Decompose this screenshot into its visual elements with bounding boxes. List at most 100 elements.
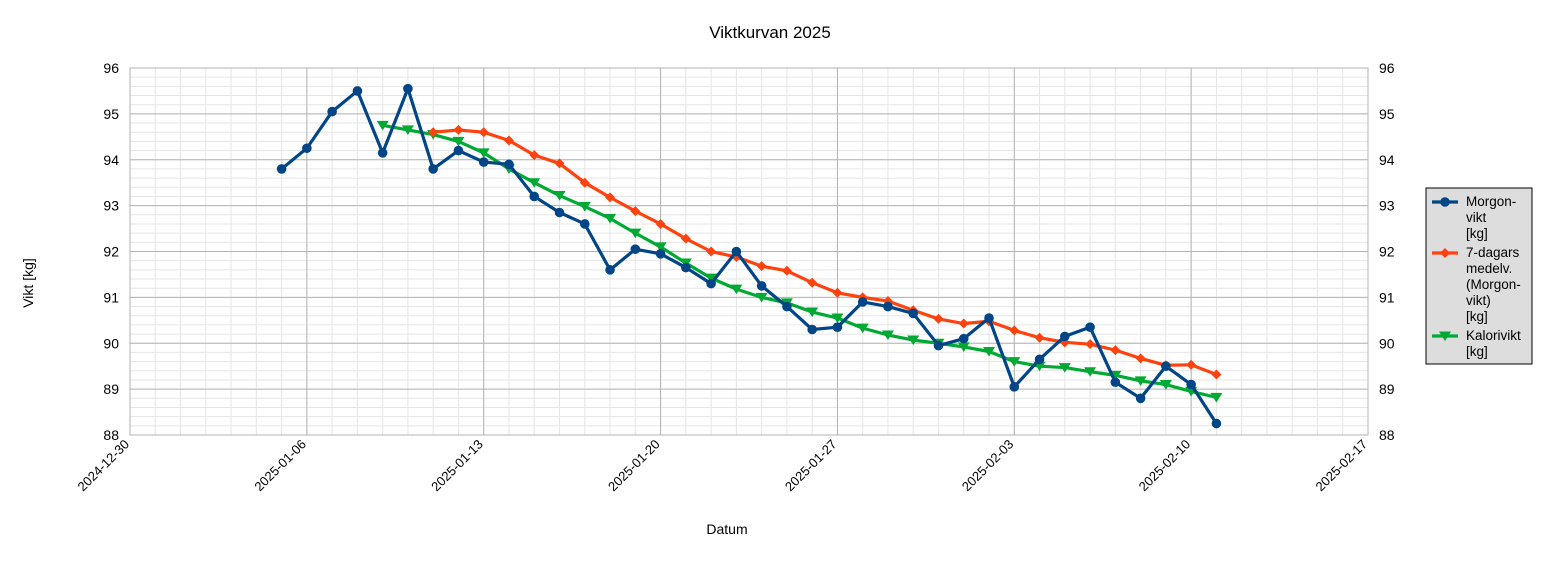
y-tick-label-right: 91	[1379, 289, 1395, 305]
data-point	[705, 273, 718, 284]
data-point	[1210, 392, 1223, 403]
series-1	[276, 83, 1222, 429]
y-tick-label-right: 89	[1379, 381, 1395, 397]
data-point	[681, 262, 691, 273]
data-point	[907, 335, 920, 346]
data-point	[1034, 332, 1045, 343]
y-tick-label-right: 88	[1379, 427, 1395, 443]
data-point	[401, 125, 414, 136]
y-tick-label-left: 92	[103, 244, 119, 260]
data-point	[983, 347, 996, 357]
y-tick-label-left: 95	[103, 106, 119, 122]
data-point	[276, 164, 287, 174]
data-point	[1058, 363, 1071, 373]
data-point	[731, 246, 742, 257]
data-point	[428, 127, 439, 138]
data-point	[856, 323, 869, 334]
data-point	[579, 219, 590, 229]
data-point	[958, 318, 969, 329]
data-point	[1186, 359, 1197, 370]
data-point	[578, 202, 591, 212]
data-point	[630, 244, 641, 255]
data-point	[1060, 331, 1070, 342]
data-point	[1110, 345, 1121, 356]
data-point	[504, 159, 514, 170]
data-point	[655, 248, 666, 259]
data-point	[528, 178, 541, 188]
data-point	[782, 301, 792, 312]
data-point	[579, 177, 590, 188]
data-point	[428, 164, 438, 174]
data-point	[857, 297, 868, 307]
data-point	[605, 265, 615, 275]
series-line-1	[280, 87, 1218, 425]
legend-marker-1	[1440, 197, 1450, 207]
data-point	[1135, 353, 1146, 364]
legend: Morgon-vikt [kg]7-dagars medelv. (Morgon-vi…	[1425, 187, 1533, 365]
y-tick-label-right: 90	[1379, 335, 1395, 351]
y-tick-label-right: 92	[1379, 244, 1395, 260]
data-point	[831, 313, 844, 324]
chart-title: Viktkurvan 2025	[709, 23, 831, 42]
series-line-3	[382, 123, 1217, 399]
y-tick-label-right: 93	[1379, 198, 1395, 214]
y-tick-label-right: 94	[1379, 152, 1395, 168]
data-point	[680, 233, 691, 244]
legend-label-2: 7-dagars medelv. (Morgon-vikt) [kg]	[1466, 245, 1521, 324]
data-point	[730, 284, 743, 295]
data-point	[832, 287, 843, 298]
y-tick-label-left: 90	[103, 335, 119, 351]
data-point	[352, 86, 363, 96]
data-point	[883, 301, 893, 312]
data-point	[908, 308, 919, 319]
data-point	[1009, 382, 1020, 392]
data-point	[957, 342, 970, 353]
data-point	[756, 281, 767, 291]
data-point	[1085, 339, 1096, 350]
data-point	[1161, 361, 1171, 371]
legend-label-1: Morgon-vikt [kg]	[1466, 194, 1516, 241]
data-point	[1186, 379, 1196, 390]
data-point	[933, 340, 944, 351]
data-point	[958, 333, 969, 344]
data-point	[1135, 393, 1146, 404]
y-tick-label-left: 96	[103, 60, 119, 76]
legend-label-3: Kalorivikt [kg]	[1466, 328, 1521, 359]
y-tick-label-right: 95	[1379, 106, 1395, 122]
data-point	[605, 192, 616, 203]
data-point	[1110, 377, 1121, 388]
data-point	[1009, 325, 1020, 336]
data-point	[629, 228, 642, 239]
data-point	[984, 313, 994, 323]
legend-marker-2	[1440, 248, 1450, 258]
data-point	[529, 150, 540, 161]
data-point	[604, 213, 617, 224]
data-point	[327, 106, 337, 117]
data-point	[1211, 369, 1222, 380]
data-point	[553, 191, 566, 201]
data-point	[807, 324, 817, 335]
data-point	[503, 135, 514, 146]
y-tick-label-right: 96	[1379, 60, 1395, 76]
data-point	[403, 83, 413, 94]
y-axis-title: Vikt [kg]	[20, 258, 36, 308]
data-point	[1034, 354, 1045, 365]
data-point	[478, 157, 489, 167]
data-point	[807, 277, 818, 288]
data-point	[302, 143, 312, 154]
data-point	[478, 127, 489, 138]
y-tick-label-left: 94	[103, 152, 119, 168]
data-point	[452, 136, 465, 147]
data-point	[655, 218, 666, 229]
y-tick-label-left: 89	[103, 381, 119, 397]
x-axis-title: Datum	[706, 521, 747, 537]
plot-area	[129, 67, 1369, 436]
data-point	[1085, 322, 1095, 332]
data-point	[529, 191, 540, 202]
data-point	[377, 148, 388, 158]
legend-marker-3	[1439, 331, 1451, 342]
data-point	[756, 261, 767, 272]
data-point	[832, 322, 843, 332]
